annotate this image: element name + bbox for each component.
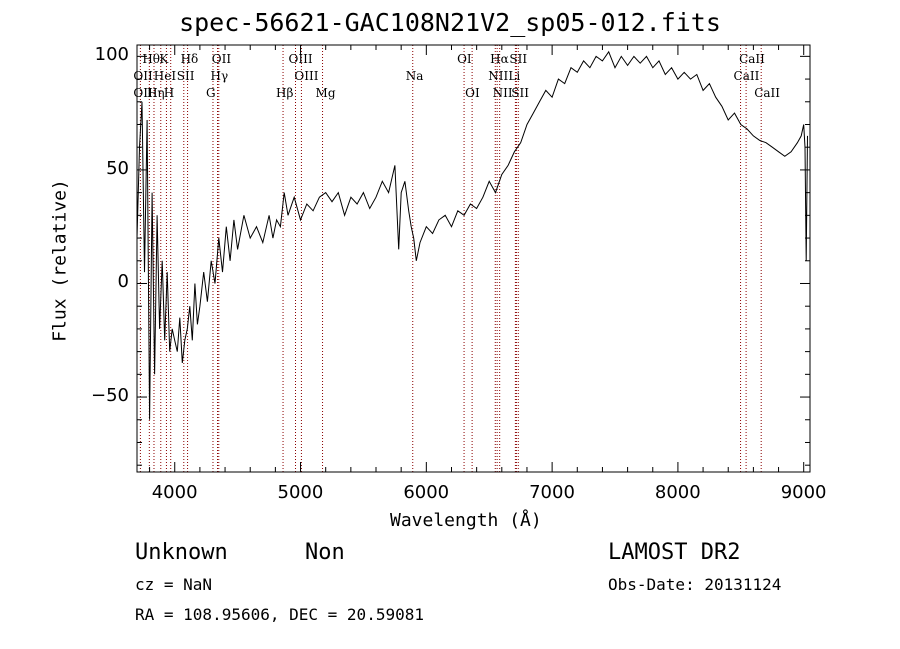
spectral-line-label: Hα xyxy=(490,52,509,66)
object-class: Unknown xyxy=(135,540,228,565)
spectral-line-label: CaII xyxy=(739,52,765,66)
redshift-text: cz = NaN xyxy=(135,575,213,594)
object-subclass: Non xyxy=(305,540,345,565)
spectral-line-label: CaII xyxy=(754,86,781,100)
spectral-line-markers xyxy=(139,45,762,472)
spectral-line-label: NII xyxy=(492,86,513,100)
axis-ticks xyxy=(137,45,810,472)
x-axis-label: Wavelength (Å) xyxy=(390,510,542,531)
x-tick-label: 8000 xyxy=(654,482,701,503)
spectral-line-label: SII xyxy=(509,52,528,66)
spectral-line-label: Mg xyxy=(315,86,336,100)
spectral-line-label: SII xyxy=(511,86,529,100)
x-tick-label: 9000 xyxy=(780,482,827,503)
y-tick-label: 0 xyxy=(117,271,129,293)
spectral-line-label: OII xyxy=(211,52,232,66)
x-tick-label: 6000 xyxy=(403,482,450,503)
spectral-line-label: HeI xyxy=(153,69,177,83)
spectral-line-label: Li xyxy=(508,69,521,83)
x-tick-label: 5000 xyxy=(277,482,324,503)
spectral-line-label: Hη xyxy=(146,86,165,100)
chart-title: spec-56621-GAC108N21V2_sp05-012.fits xyxy=(179,8,721,37)
spectral-line-label: OIII xyxy=(288,52,313,66)
spectral-line-label: Hβ xyxy=(276,86,294,100)
spectral-line-label: OII xyxy=(133,69,153,83)
y-tick-label: 100 xyxy=(94,44,129,66)
y-tick-label: 50 xyxy=(106,157,129,179)
spectral-line-label: OIII xyxy=(133,86,158,100)
spectral-line-label: H xyxy=(163,86,175,100)
y-tick-label: −50 xyxy=(91,385,129,407)
spectral-line-label: Na xyxy=(405,69,424,83)
spectral-line-label: K xyxy=(159,52,169,66)
spectral-line-label: OI xyxy=(457,52,472,66)
coordinates-text: RA = 108.95606, DEC = 20.59081 xyxy=(135,605,424,624)
spectral-line-label: G xyxy=(205,86,216,100)
spectral-line-label: SII xyxy=(176,69,195,83)
x-tick-label: 4000 xyxy=(151,482,198,503)
spectral-line-label: Hθ xyxy=(142,52,161,66)
spectral-line-label: OI xyxy=(465,86,480,100)
x-tick-label: 7000 xyxy=(529,482,575,503)
spectral-line-label: OIII xyxy=(294,69,319,83)
spectral-line-label: Hγ xyxy=(210,69,229,83)
spectral-line-label: CaII xyxy=(733,69,760,83)
spectral-line-label: NII xyxy=(488,69,509,83)
spectral-line-label: Hδ xyxy=(180,52,199,66)
spectrum-line xyxy=(136,50,808,420)
obs-date-text: Obs-Date: 20131124 xyxy=(608,575,782,594)
plot-frame xyxy=(136,44,811,473)
y-axis-label: Flux (relative) xyxy=(49,179,71,342)
survey-name: LAMOST DR2 xyxy=(608,540,741,565)
